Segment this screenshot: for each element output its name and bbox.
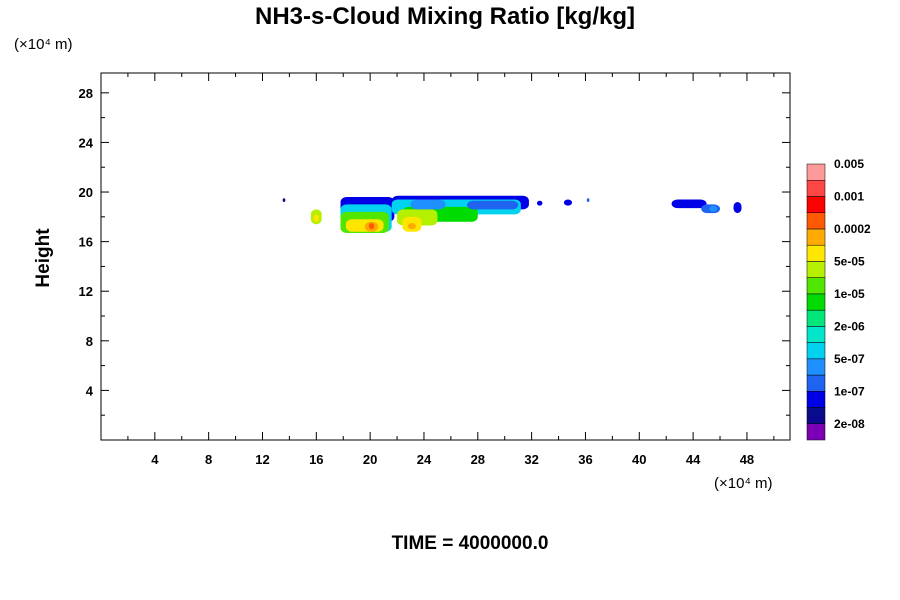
colorbar-swatch xyxy=(806,374,826,392)
x-tick-label: 8 xyxy=(205,452,212,467)
colorbar-swatch xyxy=(806,261,826,278)
field-cell xyxy=(563,199,572,206)
colorbar-swatch xyxy=(806,277,826,295)
x-axis: 4 8 12 16 20 24 28 32 36 40 44 48 xyxy=(127,73,775,467)
field-cell xyxy=(709,205,718,212)
colorbar-label: 2e-06 xyxy=(834,319,865,333)
field-cell xyxy=(671,199,707,209)
y-tick-label: 8 xyxy=(86,334,93,349)
x-tick-label: 20 xyxy=(363,452,377,467)
field-cell xyxy=(368,223,375,230)
y-tick-label: 12 xyxy=(79,284,93,299)
field-cell xyxy=(313,214,320,222)
colorbar-swatch xyxy=(806,244,826,262)
x-tick-label: 16 xyxy=(309,452,323,467)
x-tick-label: 12 xyxy=(255,452,269,467)
y-tick-label: 4 xyxy=(86,383,94,398)
colorbar-label: 0.005 xyxy=(834,157,864,171)
colorbar-swatch xyxy=(806,196,826,213)
y-tick-label: 20 xyxy=(79,185,93,200)
colorbar-label: 0.0002 xyxy=(834,222,871,236)
colorbar-swatch xyxy=(806,179,826,197)
y-tick-label: 24 xyxy=(79,135,94,150)
colorbar: 2e-08 1e-07 5e-07 2e-06 1e-05 5e-05 0.0002 0.00… xyxy=(806,157,871,441)
x-tick-label: 28 xyxy=(471,452,485,467)
colorbar-swatch xyxy=(806,358,826,376)
colorbar-swatch xyxy=(806,326,826,343)
x-tick-label: 40 xyxy=(632,452,646,467)
y-tick-label: 28 xyxy=(79,86,93,101)
field-cell xyxy=(282,198,286,202)
x-tick-label: 44 xyxy=(686,452,701,467)
field-cell xyxy=(537,200,543,206)
x-tick-label: 4 xyxy=(151,452,159,467)
plot-area xyxy=(282,195,742,233)
x-tick-label: 48 xyxy=(740,452,754,467)
colorbar-swatch xyxy=(806,407,826,425)
colorbar-swatch xyxy=(806,423,826,441)
y-tick-label: 16 xyxy=(79,235,93,250)
mixing-ratio-field xyxy=(282,195,742,233)
colorbar-swatch xyxy=(806,342,826,360)
colorbar-swatch xyxy=(806,163,826,181)
colorbar-swatch xyxy=(806,212,826,230)
colorbar-label: 5e-07 xyxy=(834,352,865,366)
colorbar-swatch xyxy=(806,228,826,246)
colorbar-swatch xyxy=(806,309,826,327)
field-cell xyxy=(733,201,742,214)
y-unit-label: (×10⁴ m) xyxy=(14,36,73,53)
x-tick-label: 36 xyxy=(578,452,592,467)
colorbar-swatch xyxy=(806,391,826,408)
y-axis: 4 8 12 16 20 24 28 xyxy=(79,86,790,416)
colorbar-label: 1e-05 xyxy=(834,287,865,301)
x-tick-label: 32 xyxy=(524,452,538,467)
colorbar-swatch xyxy=(806,293,826,311)
chart-title: NH3-s-Cloud Mixing Ratio [kg/kg] xyxy=(255,3,635,30)
field-cell xyxy=(410,199,446,210)
field-cell xyxy=(407,223,416,230)
x-tick-label: 24 xyxy=(417,452,432,467)
y-axis-label: Height xyxy=(33,228,54,288)
colorbar-label: 0.001 xyxy=(834,189,864,203)
colorbar-label: 1e-07 xyxy=(834,384,865,398)
field-cell xyxy=(586,198,590,202)
colorbar-label: 5e-05 xyxy=(834,254,865,268)
colorbar-label: 2e-08 xyxy=(834,417,865,431)
field-cell xyxy=(467,200,519,210)
plot-frame xyxy=(100,72,791,441)
time-label: TIME = 4000000.0 xyxy=(392,533,549,554)
x-unit-label: (×10⁴ m) xyxy=(714,475,773,492)
